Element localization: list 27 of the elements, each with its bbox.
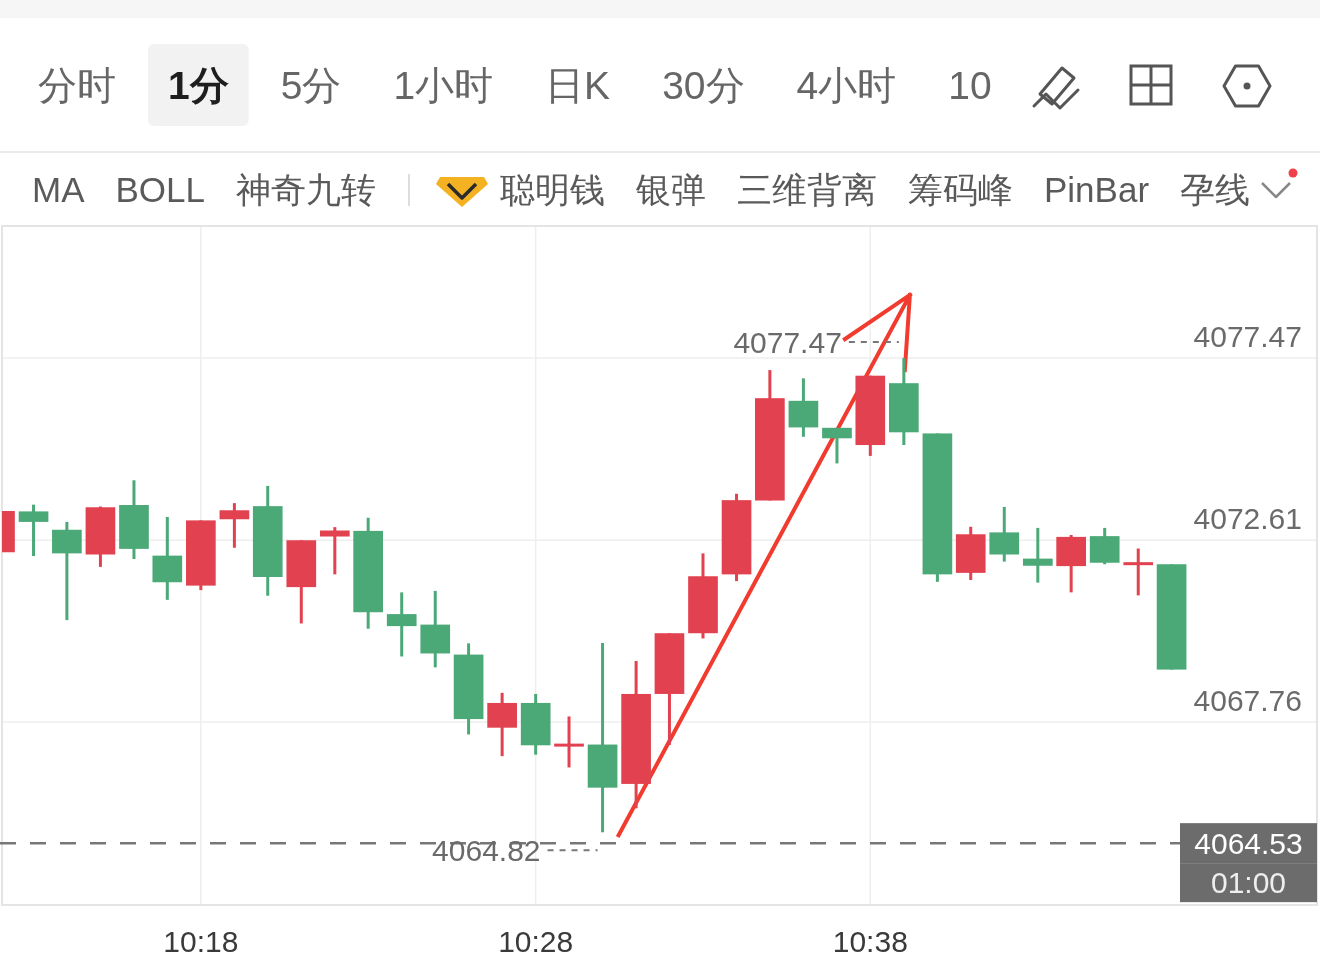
text: 神奇九转 bbox=[236, 170, 376, 209]
text: 孕线 bbox=[1180, 170, 1251, 209]
text: 分时 bbox=[38, 64, 116, 107]
text: 5分 bbox=[280, 64, 342, 107]
x-tick-label: 10:38 bbox=[832, 925, 908, 958]
text: MA bbox=[32, 170, 86, 209]
text: BOLL bbox=[115, 170, 205, 209]
text: 聪明钱 bbox=[500, 170, 605, 209]
annotation: 01:00 bbox=[1210, 866, 1287, 900]
text: 筹码峰 bbox=[908, 170, 1013, 209]
text: PinBar bbox=[1044, 170, 1150, 209]
text: 1分 bbox=[168, 64, 229, 107]
text: 1小时 bbox=[393, 64, 494, 107]
text: 10 bbox=[948, 64, 992, 107]
x-tick-label: 10:18 bbox=[163, 925, 239, 958]
y-tick-label: 4067.76 bbox=[1193, 684, 1302, 718]
y-tick-label: 4077.47 bbox=[1193, 320, 1302, 354]
text: 30分 bbox=[662, 64, 745, 107]
ref-line-label: 4064.53 bbox=[1194, 826, 1303, 860]
text: 银弹 bbox=[635, 170, 706, 209]
text: 4小时 bbox=[796, 64, 897, 107]
x-tick-label: 10:28 bbox=[498, 925, 574, 958]
text: 三维背离 bbox=[737, 170, 877, 209]
annotation: 4064.82 bbox=[432, 833, 541, 867]
text: 日K bbox=[545, 64, 611, 107]
annotation: 4077.47 bbox=[733, 325, 842, 359]
y-tick-label: 4072.61 bbox=[1193, 502, 1302, 536]
